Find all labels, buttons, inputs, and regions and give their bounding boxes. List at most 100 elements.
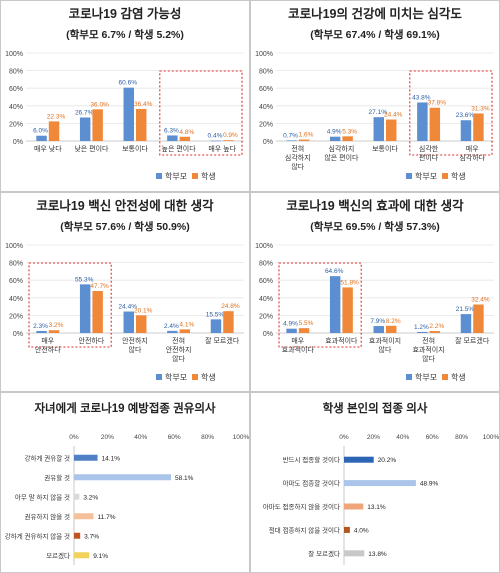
highlight-box — [409, 70, 493, 156]
bar-parent — [329, 276, 341, 333]
bar-parent — [79, 117, 91, 141]
y-tick-label: 100% — [5, 51, 23, 58]
bar-student — [298, 139, 310, 141]
x-tick-label: 안전하다 — [79, 336, 105, 345]
data-label: 24.8% — [221, 303, 240, 310]
y-tick-label: 40% — [9, 104, 23, 111]
category-label: 아마도 접종할 것이다 — [283, 479, 340, 488]
bar-student — [92, 109, 103, 141]
legend-swatch — [192, 374, 198, 380]
bar-student — [179, 136, 191, 141]
legend-entry: 학부모 — [165, 171, 187, 181]
data-label: 3.2% — [49, 322, 64, 329]
data-label: 0.7% — [283, 132, 298, 139]
legend-entry: 학부모 — [415, 171, 437, 181]
bar — [344, 456, 374, 463]
data-label: 27.1% — [369, 109, 388, 116]
legend-entry: 학부모 — [415, 372, 437, 382]
data-label: 1.2% — [414, 324, 429, 331]
category-label: 아무 말 하지 않을 것 — [15, 492, 70, 501]
category-label: 모르겠다 — [46, 551, 70, 560]
bar — [74, 493, 80, 500]
x-tick-label: 심각하다 — [459, 153, 485, 162]
x-tick-label: 매우 — [41, 337, 54, 345]
bar — [74, 532, 81, 539]
y-tick-label: 80% — [259, 261, 273, 268]
x-tick-label: 안전하다 — [35, 345, 61, 354]
x-tick-label: 매우 — [291, 337, 304, 345]
y-tick-label: 60% — [9, 278, 23, 285]
y-tick-label: 20% — [259, 313, 273, 320]
x-tick-label: 40% — [396, 434, 409, 441]
chart-health-severity: 코로나19의 건강에 미치는 심각도 (학부모 67.4% / 학생 69.1%)… — [255, 6, 494, 181]
bar — [74, 513, 94, 520]
x-tick-label: 잘 모르겠다 — [205, 336, 240, 345]
data-label: 43.8% — [412, 94, 431, 101]
x-tick-label: 안전하지 — [166, 345, 192, 354]
data-label: 6.3% — [164, 127, 179, 134]
bar-parent — [210, 140, 222, 142]
legend-swatch — [156, 374, 162, 380]
data-label: 3.2% — [83, 494, 98, 501]
y-tick-label: 0% — [13, 331, 23, 338]
category-label: 강하게 권유하지 않을 것 — [5, 531, 70, 540]
data-label: 31.3% — [471, 105, 490, 112]
legend-entry: 학생 — [451, 171, 466, 181]
y-tick-label: 20% — [9, 313, 23, 320]
bar-parent — [286, 328, 297, 333]
x-tick-label: 0% — [69, 434, 79, 441]
y-tick-label: 40% — [259, 104, 273, 111]
y-tick-label: 20% — [259, 121, 273, 128]
y-tick-label: 0% — [13, 139, 23, 146]
data-label: 6.0% — [33, 128, 48, 135]
x-tick-label: 않다 — [291, 162, 304, 171]
data-label: 4.8% — [179, 129, 194, 136]
data-label: 4.1% — [179, 321, 194, 328]
data-label: 3.7% — [84, 533, 99, 540]
legend-swatch — [442, 374, 448, 380]
bar-student — [48, 330, 60, 333]
data-label: 21.5% — [456, 306, 475, 313]
x-tick-label: 40% — [134, 434, 147, 441]
bar — [74, 454, 98, 461]
x-tick-label: 20% — [367, 434, 380, 441]
category-label: 권유하지 않을 것 — [25, 512, 70, 521]
category-label: 권유할 것 — [44, 473, 70, 482]
x-tick-label: 심각한 — [419, 144, 439, 153]
x-tick-label: 편이다 — [419, 153, 439, 162]
bar-parent — [417, 102, 428, 141]
bar-parent — [373, 326, 384, 333]
panel-student-intention: 학생 본인의 접종 의사 0% 20% 40% 60% 80% 100% 반드시 접종할 것이… — [250, 392, 500, 573]
chart-vaccine-effect: 코로나19 백신의 효과에 대한 생각 (학부모 69.5% / 학생 57.3%… — [255, 198, 494, 382]
data-label: 4.9% — [283, 321, 298, 328]
data-label: 36.0% — [90, 101, 109, 108]
x-tick-label: 전혀 — [422, 336, 435, 345]
data-label: 64.6% — [325, 268, 344, 275]
data-label: 26.7% — [75, 110, 94, 117]
bar-parent — [167, 330, 178, 333]
x-tick-label: 0% — [339, 434, 349, 441]
chart-title: 코로나19 감염 가능성 — [69, 6, 182, 21]
category-label: 아마도 접종하지 않을 것이다 — [263, 502, 340, 511]
bar-student — [179, 329, 191, 333]
x-tick-label: 심각하지 — [285, 153, 311, 162]
legend-swatch — [442, 173, 448, 179]
x-tick-label: 효과적이다 — [282, 345, 315, 354]
data-label: 0.9% — [223, 132, 238, 139]
data-label: 55.3% — [75, 276, 94, 283]
chart-title: 학생 본인의 접종 의사 — [323, 401, 428, 415]
legend-swatch — [156, 173, 162, 179]
x-tick-label: 않다 — [422, 354, 435, 363]
data-label: 13.1% — [367, 504, 386, 511]
x-tick-label: 보통이다 — [122, 144, 148, 153]
chart-recommend-child: 자녀에게 코로나19 예방접종 권유의사 0% 20% 40% 60% 80% 100% 강하… — [5, 401, 249, 565]
x-tick-label: 않은 편이다 — [324, 153, 359, 162]
data-label: 60.6% — [119, 80, 138, 87]
data-label: 2.2% — [429, 323, 444, 330]
data-label: 4.9% — [327, 129, 342, 136]
chart-title: 자녀에게 코로나19 예방접종 권유의사 — [34, 401, 215, 415]
panel-vaccine-effect: 코로나19 백신의 효과에 대한 생각 (학부모 69.5% / 학생 57.3%… — [250, 192, 500, 392]
panel-vaccine-safety: 코로나19 백신 안전성에 대한 생각 (학부모 57.6% / 학생 50.9%… — [0, 192, 250, 392]
bar-student — [473, 113, 484, 141]
bar-parent — [286, 140, 297, 141]
